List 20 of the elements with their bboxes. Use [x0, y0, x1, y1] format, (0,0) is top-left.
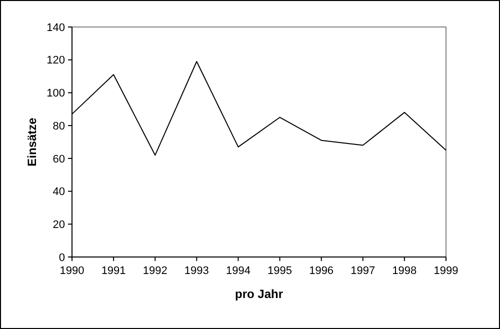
x-tick-label: 1991	[101, 265, 126, 277]
y-tick-label: 140	[46, 22, 65, 34]
y-tick-label: 100	[46, 88, 65, 100]
x-tick-label: 1995	[268, 265, 292, 277]
x-tick-label: 1993	[184, 265, 209, 277]
y-tick-label: 120	[46, 54, 65, 67]
x-tick-label: 1994	[226, 265, 250, 277]
y-axis-title: Einsätze	[25, 117, 39, 166]
y-tick-label: 20	[52, 218, 65, 231]
x-axis-title: pro Jahr	[234, 287, 284, 301]
x-tick-label: 1998	[392, 265, 417, 277]
x-tick-label: 1990	[60, 265, 84, 277]
y-tick-label: 0	[58, 252, 65, 264]
y-tick-label: 40	[52, 186, 65, 198]
y-tick-label: 80	[52, 120, 65, 132]
x-tick-label: 1999	[434, 265, 458, 277]
x-tick-label: 1996	[309, 265, 334, 277]
x-tick-label: 1992	[142, 265, 168, 277]
y-tick-label: 60	[52, 153, 65, 166]
x-tick-label: 1997	[350, 265, 376, 277]
